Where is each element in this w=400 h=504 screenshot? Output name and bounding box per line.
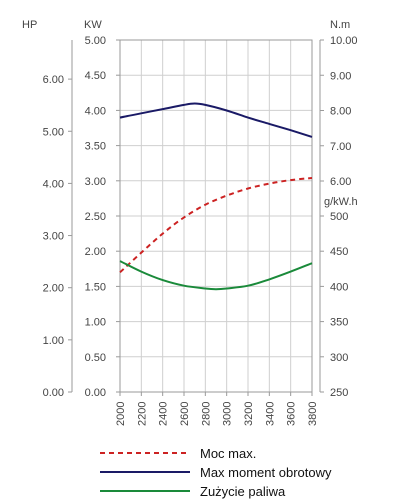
gkw-axis: g/kW.h 250 300 350 400 450 500 bbox=[320, 196, 358, 399]
gkw-axis-unit: g/kW.h bbox=[324, 196, 358, 208]
kw-axis-unit: KW bbox=[84, 19, 102, 31]
nm-tick-label: 6.00 bbox=[330, 176, 351, 188]
series-line-1 bbox=[119, 177, 313, 274]
nm-tick-label: 10.00 bbox=[330, 35, 358, 47]
kw-axis: KW 0.00 0.50 1.00 1.50 2.00 2.50 3.00 3.50 4.00 4… bbox=[84, 19, 120, 399]
kw-tick-label: 0.50 bbox=[85, 352, 106, 364]
x-tick-label: 3400 bbox=[264, 402, 276, 426]
gkw-tick-label: 350 bbox=[330, 317, 348, 329]
hp-axis-unit: HP bbox=[22, 19, 37, 31]
x-tick-label: 3800 bbox=[307, 402, 319, 426]
gkw-tick-label: 250 bbox=[330, 387, 348, 399]
kw-tick-label: 4.50 bbox=[85, 70, 106, 82]
kw-tick-label: 3.00 bbox=[85, 176, 106, 188]
kw-tick-label: 0.00 bbox=[85, 387, 106, 399]
legend-label-1: Moc max. bbox=[200, 446, 256, 461]
legend: Moc max. Max moment obrotowy Zużycie paliw… bbox=[100, 446, 332, 499]
hp-tick-label: 2.00 bbox=[43, 283, 64, 295]
kw-tick-label: 2.50 bbox=[85, 211, 106, 223]
kw-tick-label: 5.00 bbox=[85, 35, 106, 47]
series-line-3 bbox=[119, 260, 313, 291]
x-tick-label: 2000 bbox=[115, 402, 127, 426]
x-tick-label: 2400 bbox=[158, 402, 170, 426]
x-tick-label: 2600 bbox=[179, 402, 191, 426]
legend-label-2: Max moment obrotowy bbox=[200, 465, 332, 480]
x-tick-label: 2200 bbox=[136, 402, 148, 426]
x-tick-label: 2800 bbox=[200, 402, 212, 426]
hp-tick-label: 6.00 bbox=[43, 74, 64, 86]
kw-tick-label: 3.50 bbox=[85, 141, 106, 153]
hp-tick-label: 5.00 bbox=[43, 126, 64, 138]
grid bbox=[119, 39, 313, 393]
nm-axis-unit: N.m bbox=[330, 19, 350, 31]
gkw-tick-label: 450 bbox=[330, 246, 348, 258]
hp-tick-label: 0.00 bbox=[43, 387, 64, 399]
kw-tick-label: 1.50 bbox=[85, 281, 106, 293]
x-tick-label: 3600 bbox=[286, 402, 298, 426]
kw-tick-label: 1.00 bbox=[85, 317, 106, 329]
x-tick-label: 3200 bbox=[243, 402, 255, 426]
x-tick-label: 3000 bbox=[222, 402, 234, 426]
plot-series bbox=[119, 102, 313, 291]
kw-tick-label: 2.00 bbox=[85, 246, 106, 258]
x-axis: 2000 2200 2400 2600 2800 3000 3200 3400 3600 3800 bbox=[115, 392, 319, 426]
series-line-2 bbox=[119, 102, 313, 138]
hp-tick-label: 3.00 bbox=[43, 231, 64, 243]
nm-tick-label: 7.00 bbox=[330, 141, 351, 153]
legend-label-3: Zużycie paliwa bbox=[200, 484, 286, 499]
kw-tick-label: 4.00 bbox=[85, 105, 106, 117]
hp-axis: HP 0.00 1.00 2.00 3.00 4.00 5.00 6.00 bbox=[22, 19, 73, 399]
gkw-tick-label: 400 bbox=[330, 281, 348, 293]
hp-tick-label: 4.00 bbox=[43, 178, 64, 190]
gkw-tick-label: 500 bbox=[330, 211, 348, 223]
nm-tick-label: 9.00 bbox=[330, 70, 351, 82]
hp-tick-label: 1.00 bbox=[43, 335, 64, 347]
gkw-tick-label: 300 bbox=[330, 352, 348, 364]
nm-tick-label: 8.00 bbox=[330, 106, 351, 118]
